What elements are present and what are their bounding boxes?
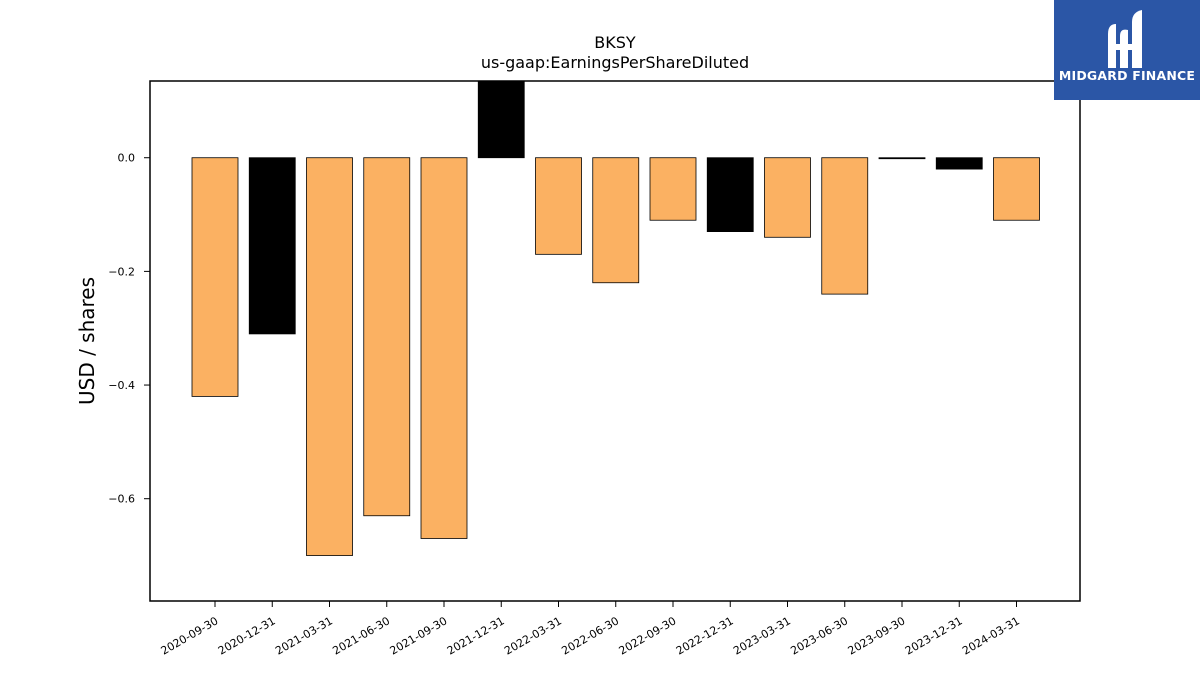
x-tick-label: 2021-03-31 (273, 614, 335, 657)
y-tick-label: −0.4 (108, 379, 135, 392)
x-axis-ticks: 2020-09-302020-12-312021-03-312021-06-30… (159, 601, 1022, 658)
x-tick-label: 2020-12-31 (216, 614, 278, 657)
bar-2020-12-31 (248, 157, 296, 335)
bar-2021-03-31 (306, 157, 353, 556)
x-tick-label: 2021-09-30 (388, 614, 450, 657)
y-axis-label: USD / shares (75, 277, 99, 405)
x-tick-label: 2022-09-30 (617, 614, 679, 657)
y-axis-ticks: 0.0 −0.2 −0.4 −0.6 (108, 152, 150, 506)
bar-2022-03-31 (535, 157, 582, 255)
bars-layer (191, 80, 1040, 556)
bar-2021-12-31 (477, 80, 525, 159)
bar-2023-09-30 (878, 157, 926, 160)
x-tick-label: 2022-03-31 (502, 614, 564, 657)
midgard-logo-icon (1108, 10, 1142, 68)
x-tick-label: 2020-09-30 (159, 614, 221, 657)
y-tick-label: −0.2 (108, 265, 135, 278)
x-tick-label: 2023-03-31 (731, 614, 793, 657)
bar-2023-06-30 (821, 157, 869, 295)
x-tick-label: 2021-12-31 (445, 614, 507, 657)
bar-2021-09-30 (420, 157, 468, 539)
bar-2021-06-30 (363, 157, 411, 517)
x-tick-label: 2024-03-31 (960, 614, 1022, 657)
bar-2022-09-30 (649, 157, 697, 221)
y-tick-label: 0.0 (118, 152, 136, 165)
bar-2020-09-30 (191, 157, 239, 397)
x-tick-label: 2022-12-31 (674, 614, 736, 657)
x-tick-label: 2023-09-30 (846, 614, 908, 657)
plot-frame (149, 80, 1081, 602)
bar-2024-03-31 (993, 157, 1040, 221)
bar-2022-06-30 (592, 157, 640, 284)
bar-2022-12-31 (706, 157, 754, 233)
chart-subtitle: us-gaap:EarningsPerShareDiluted (481, 53, 749, 72)
bar-2023-12-31 (935, 157, 983, 170)
chart-title: BKSY (594, 33, 636, 52)
x-tick-label: 2023-12-31 (903, 614, 965, 657)
x-tick-label: 2021-06-30 (330, 614, 392, 657)
x-tick-label: 2023-06-30 (788, 614, 850, 657)
y-tick-label: −0.6 (108, 493, 135, 506)
bar-2023-03-31 (764, 157, 811, 238)
x-tick-label: 2022-06-30 (559, 614, 621, 657)
logo-text: MIDGARD FINANCE (1058, 68, 1196, 83)
brand-logo: MIDGARD FINANCE (1054, 0, 1200, 100)
